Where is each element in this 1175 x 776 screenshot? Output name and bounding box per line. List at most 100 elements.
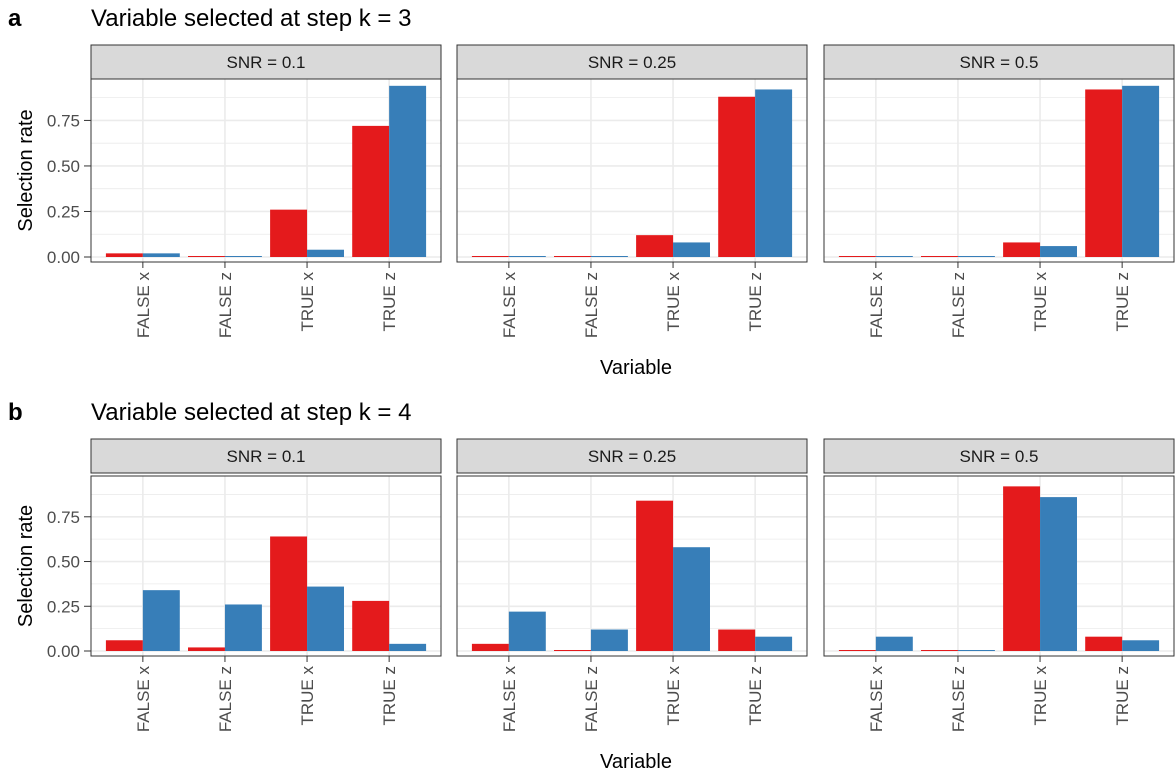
x-tick-label: FALSE x — [134, 272, 153, 339]
y-tick-label: 0.25 — [47, 597, 80, 616]
facet-strip — [90, 44, 442, 80]
bar — [718, 96, 756, 257]
bar — [471, 643, 509, 651]
bar — [270, 209, 308, 257]
x-tick-label: FALSE z — [949, 666, 968, 732]
panel-border — [823, 475, 1175, 657]
bar — [875, 636, 913, 651]
facet-panel: SNR = 0.25 FALSE x FALSE z TRUE x TRUE z — [456, 44, 808, 339]
bar — [389, 643, 427, 651]
bar — [188, 647, 225, 651]
facet-strip — [456, 438, 808, 474]
facet-strip-label: SNR = 0.25 — [588, 53, 676, 72]
panel-border — [90, 78, 442, 263]
bar — [270, 536, 308, 651]
bar — [1003, 242, 1041, 257]
facet-panel: SNR = 0.5 FALSE x FALSE z TRUE x TRUE z — [823, 438, 1175, 733]
bar — [307, 586, 344, 651]
facet-strip-label: SNR = 0.5 — [960, 447, 1039, 466]
y-tick-label: 0.00 — [47, 248, 80, 267]
x-tick-label: TRUE z — [1113, 272, 1132, 332]
plot-background — [824, 476, 1174, 656]
x-tick-label: FALSE z — [216, 272, 235, 338]
x-tick-label: TRUE x — [1031, 666, 1050, 726]
y-tick-label: 0.50 — [47, 553, 80, 572]
x-tick-label: FALSE z — [582, 666, 601, 732]
x-tick-label: FALSE z — [216, 666, 235, 732]
bar — [875, 256, 913, 257]
bar — [105, 253, 143, 257]
x-axis-label: Variable — [600, 751, 672, 773]
bar — [755, 636, 793, 651]
facet-panel: SNR = 0.25 FALSE x FALSE z TRUE x TRUE z — [456, 438, 808, 733]
y-tick-label: 0.75 — [47, 508, 80, 527]
bar — [1122, 640, 1160, 651]
bar — [508, 611, 546, 651]
x-tick-label: TRUE z — [746, 666, 765, 726]
facet-strip — [823, 44, 1175, 80]
y-tick-label: 0.00 — [47, 642, 80, 661]
bar — [838, 256, 876, 257]
chart-title: Variable selected at step k = 3 — [91, 5, 411, 32]
bar — [1040, 497, 1077, 651]
bar — [1085, 89, 1123, 257]
bar — [673, 547, 710, 651]
facet-strip — [456, 44, 808, 80]
bar — [1085, 636, 1123, 651]
facet-panel: SNR = 0.1 FALSE x FALSE z TRUE x TRUE z — [90, 438, 442, 733]
bar — [718, 629, 756, 651]
facet-panel: SNR = 0.5 FALSE x FALSE z TRUE x TRUE z — [823, 44, 1175, 338]
bar — [838, 650, 876, 651]
x-tick-label: TRUE x — [298, 666, 317, 726]
bar — [590, 629, 628, 651]
facet-strip — [90, 438, 442, 474]
facet-strip — [823, 438, 1175, 474]
facet-strip-label: SNR = 0.25 — [588, 447, 676, 466]
x-tick-label: TRUE x — [664, 272, 683, 332]
bar — [921, 256, 958, 257]
x-tick-label: FALSE x — [500, 272, 519, 339]
y-tick-label: 0.50 — [47, 157, 80, 176]
x-tick-label: FALSE z — [949, 272, 968, 338]
bar — [921, 650, 958, 651]
x-axis-label: Variable — [600, 357, 672, 379]
bar — [957, 256, 995, 257]
panel-border — [823, 78, 1175, 263]
bar — [554, 256, 591, 257]
bar — [1122, 85, 1160, 258]
x-tick-label: TRUE x — [664, 666, 683, 726]
bar — [471, 256, 509, 257]
bar — [755, 89, 793, 257]
bar — [389, 85, 427, 258]
x-tick-label: TRUE z — [746, 272, 765, 332]
y-tick-label: 0.75 — [47, 111, 80, 130]
chart-title: Variable selected at step k = 4 — [91, 399, 411, 426]
bar — [105, 640, 143, 651]
facet-strip-label: SNR = 0.1 — [227, 447, 306, 466]
bar — [554, 650, 591, 651]
panel-letter: b — [8, 399, 23, 426]
bar — [590, 256, 628, 257]
panel-border — [456, 78, 808, 263]
x-tick-label: TRUE z — [380, 666, 399, 726]
x-tick-label: FALSE x — [867, 666, 886, 733]
x-tick-label: FALSE x — [134, 666, 153, 733]
bar — [224, 256, 262, 257]
y-tick-label: 0.25 — [47, 202, 80, 221]
bar — [508, 256, 546, 257]
x-tick-label: FALSE z — [582, 272, 601, 338]
x-tick-label: TRUE z — [380, 272, 399, 332]
x-tick-label: FALSE x — [500, 666, 519, 733]
bar — [142, 253, 180, 257]
bar — [636, 235, 674, 257]
x-tick-label: TRUE x — [1031, 272, 1050, 332]
bar — [224, 604, 262, 651]
bar — [1003, 486, 1041, 651]
panel-border — [456, 475, 808, 657]
y-axis-label: Selection rate — [15, 505, 37, 627]
panel-letter: a — [8, 5, 22, 32]
bar — [673, 242, 710, 257]
bar — [352, 125, 390, 257]
facet-strip-label: SNR = 0.1 — [227, 53, 306, 72]
